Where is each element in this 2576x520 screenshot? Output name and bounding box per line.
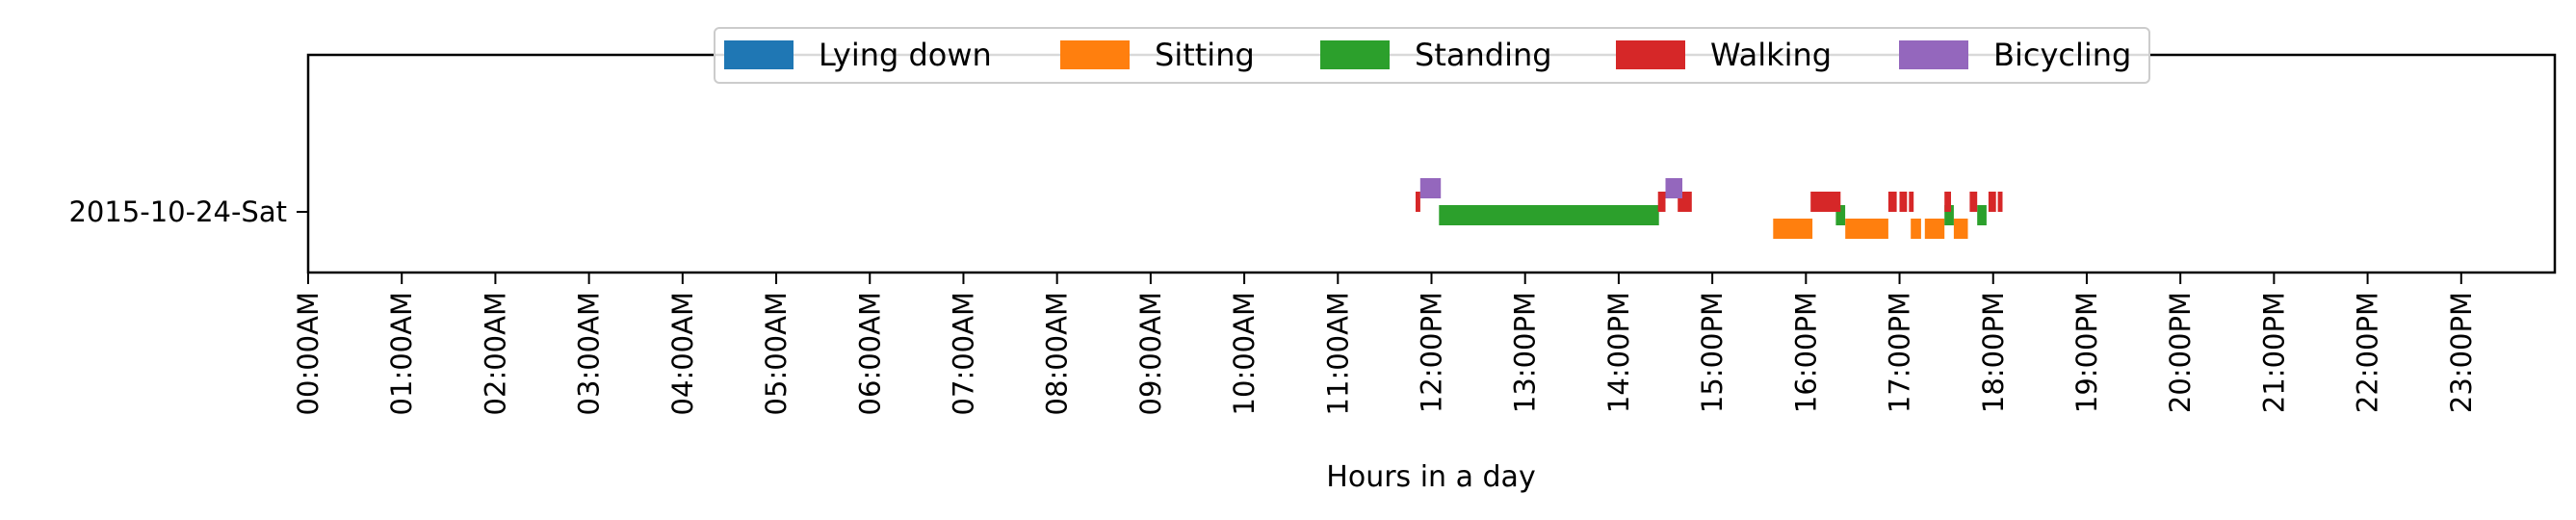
bar-walking xyxy=(1416,192,1420,212)
bar-standing xyxy=(1439,205,1659,225)
bar-walking xyxy=(1969,192,1978,212)
legend: Lying down Sitting Standing Walking Bicyclin… xyxy=(714,27,2150,84)
legend-swatch xyxy=(1616,40,1685,69)
legend-swatch xyxy=(724,40,794,69)
legend-label: Lying down xyxy=(819,37,992,73)
bar-walking xyxy=(1899,192,1908,212)
bars-layer xyxy=(1416,178,2003,239)
bar-walking xyxy=(1909,192,1914,212)
bar-walking xyxy=(1988,192,1996,212)
bar-sitting xyxy=(1924,219,1945,239)
bar-sitting xyxy=(1845,219,1888,239)
x-tick-label: 04:00AM xyxy=(666,292,699,415)
legend-swatch xyxy=(1060,40,1130,69)
x-tick-label: 15:00PM xyxy=(1696,292,1729,413)
x-tick-label: 11:00AM xyxy=(1321,292,1354,415)
x-axis: 00:00AM 01:00AM 02:00AM 03:00AM 04:00AM 05:00… xyxy=(292,273,2478,415)
legend-item-sitting: Sitting xyxy=(1060,37,1255,73)
bar-walking xyxy=(1944,192,1951,212)
x-tick-label: 09:00AM xyxy=(1134,292,1167,415)
x-tick-label: 12:00PM xyxy=(1416,292,1448,413)
legend-item-walking: Walking xyxy=(1616,37,1832,73)
x-tick-label: 19:00PM xyxy=(2070,292,2103,413)
legend-swatch xyxy=(1899,40,1968,69)
x-tick-label: 03:00AM xyxy=(573,292,606,415)
x-tick-label: 23:00PM xyxy=(2445,292,2478,413)
x-tick-label: 08:00AM xyxy=(1041,292,1074,415)
x-tick-label: 14:00PM xyxy=(1602,292,1635,413)
y-tick-label: 2015-10-24-Sat xyxy=(68,195,287,228)
legend-item-bicycling: Bicycling xyxy=(1899,37,2131,73)
legend-swatch xyxy=(1320,40,1390,69)
bar-sitting xyxy=(1911,219,1921,239)
x-tick-label: 18:00PM xyxy=(1977,292,2010,413)
bar-bicycling xyxy=(1665,178,1682,198)
plot-frame xyxy=(306,53,2557,274)
x-tick-label: 17:00PM xyxy=(1884,292,1916,413)
legend-item-standing: Standing xyxy=(1320,37,1552,73)
legend-label: Sitting xyxy=(1155,37,1255,73)
bar-sitting xyxy=(1773,219,1813,239)
x-tick-label: 05:00AM xyxy=(760,292,793,415)
x-tick-label: 06:00AM xyxy=(853,292,886,415)
x-tick-label: 22:00PM xyxy=(2352,292,2384,413)
x-tick-label: 10:00AM xyxy=(1228,292,1261,415)
legend-item-lying-down: Lying down xyxy=(724,37,992,73)
bar-standing xyxy=(1944,205,1954,225)
x-tick-label: 21:00PM xyxy=(2257,292,2290,413)
legend-label: Standing xyxy=(1415,37,1552,73)
bar-standing xyxy=(1835,205,1846,225)
bar-walking xyxy=(1810,192,1841,212)
x-tick-label: 20:00PM xyxy=(2164,292,2197,413)
x-tick-label: 02:00AM xyxy=(479,292,511,415)
x-tick-label: 16:00PM xyxy=(1789,292,1822,413)
bar-walking xyxy=(1657,192,1666,212)
bar-standing xyxy=(1977,205,1987,225)
legend-label: Walking xyxy=(1710,37,1832,73)
y-axis: 2015-10-24-Sat xyxy=(68,195,308,228)
bar-bicycling xyxy=(1419,178,1442,198)
bar-walking xyxy=(1887,192,1897,212)
x-tick-label: 13:00PM xyxy=(1509,292,1542,413)
x-tick-label: 00:00AM xyxy=(292,292,325,415)
x-tick-label: 07:00AM xyxy=(947,292,979,415)
bar-walking xyxy=(1997,192,2003,212)
x-tick-label: 01:00AM xyxy=(385,292,418,415)
legend-label: Bicycling xyxy=(1993,37,2131,73)
bar-sitting xyxy=(1953,219,1968,239)
x-axis-label: Hours in a day xyxy=(1326,460,1535,494)
